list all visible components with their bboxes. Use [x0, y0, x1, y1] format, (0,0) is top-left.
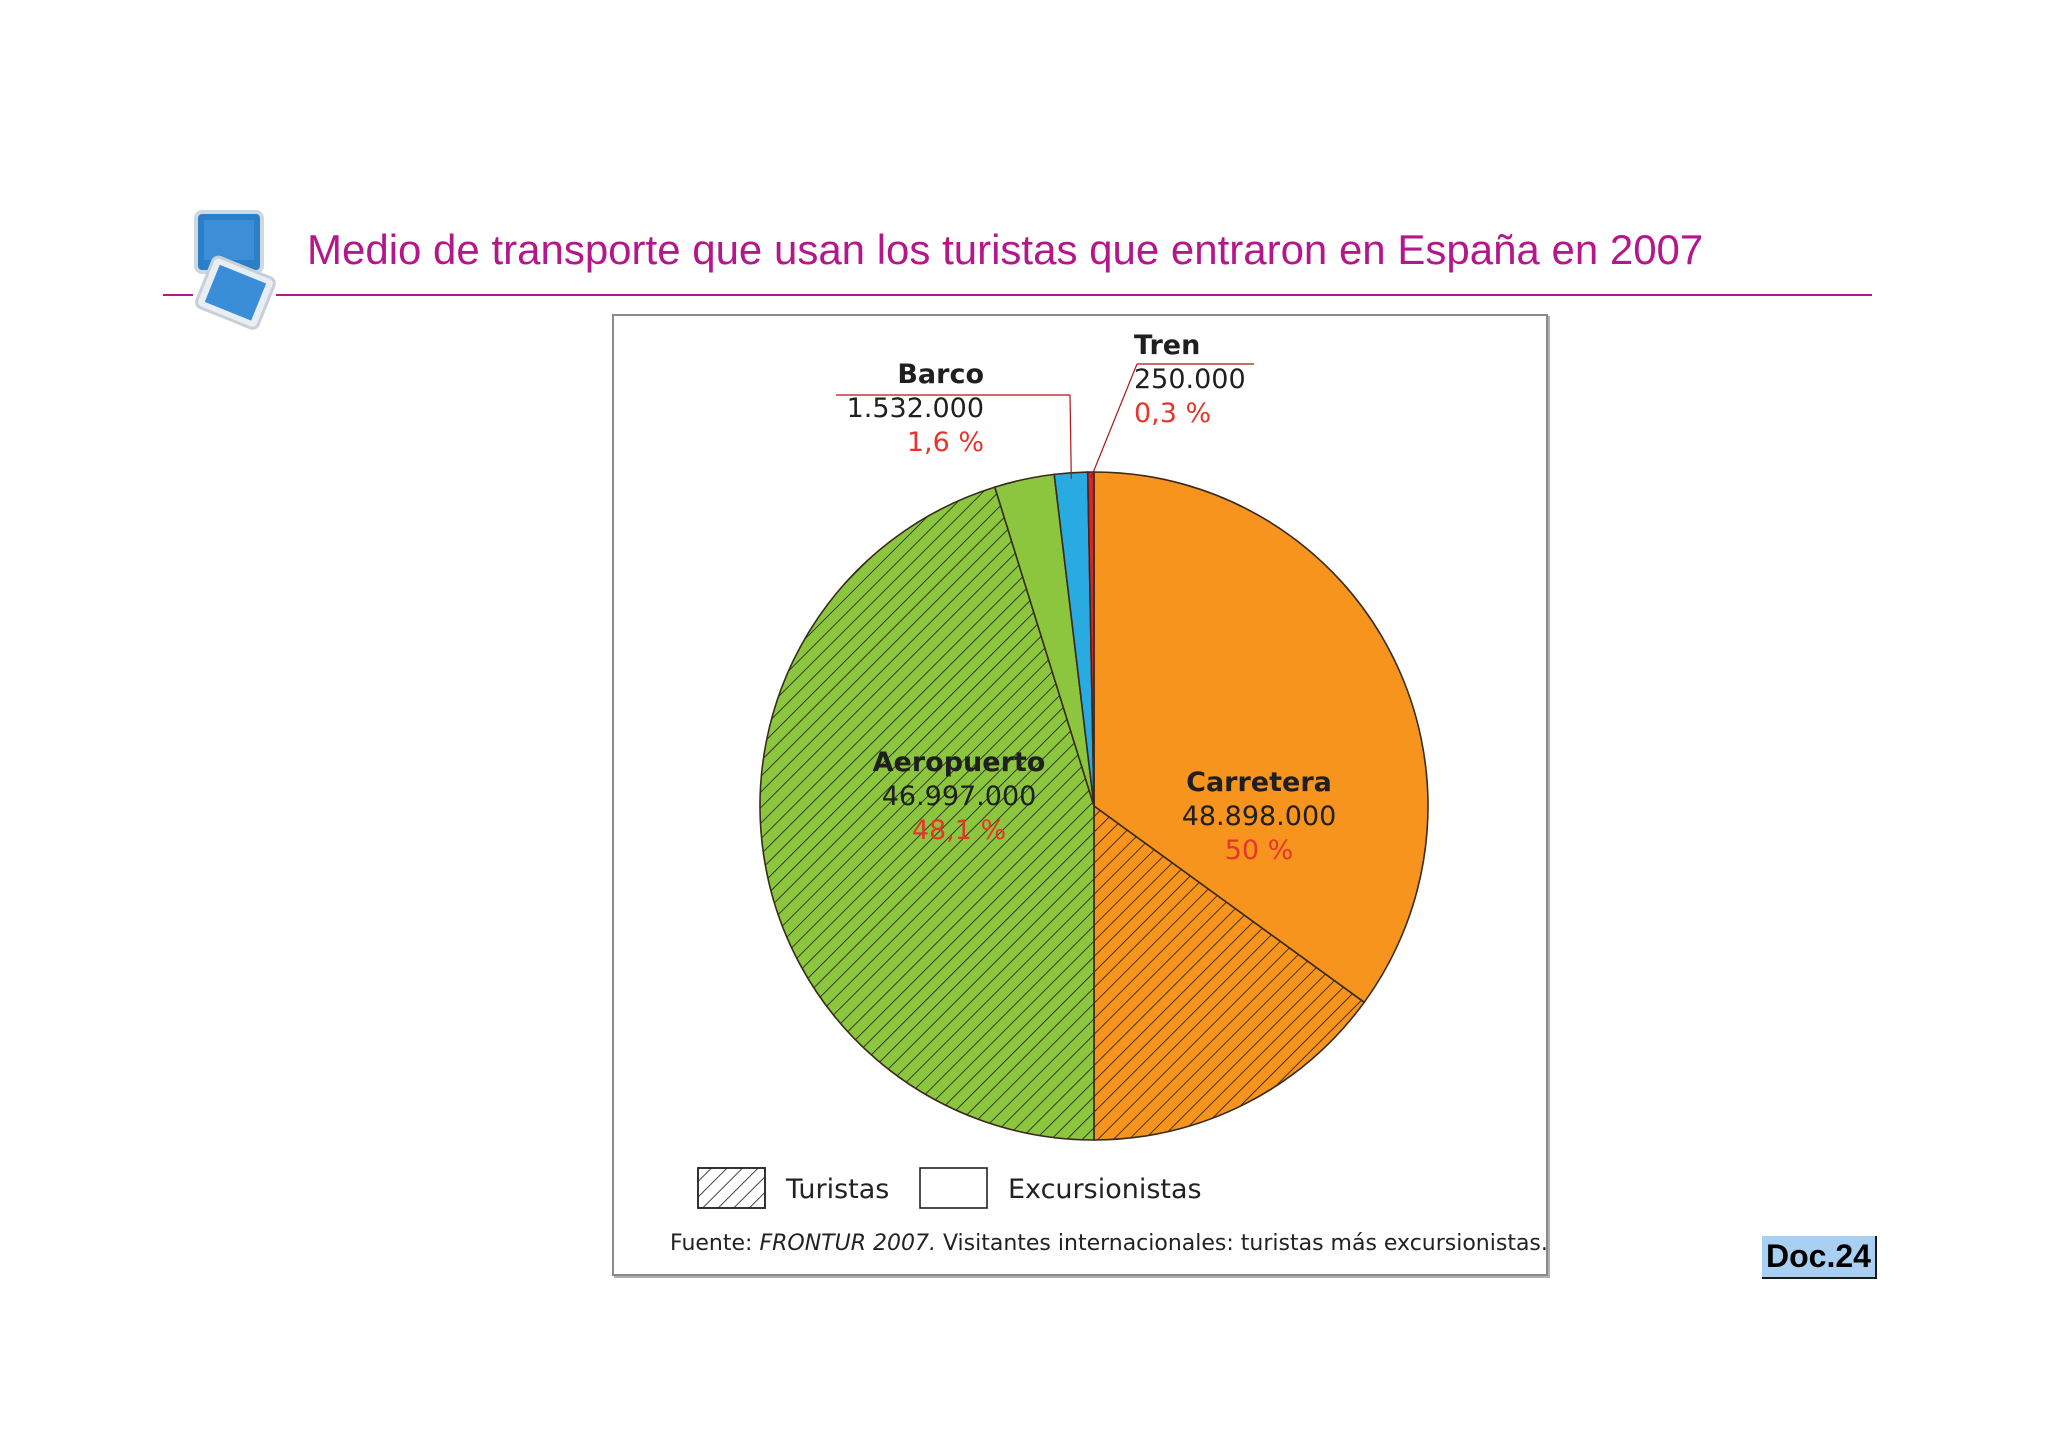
title-underline — [276, 294, 1872, 296]
pie-slices — [759, 471, 1429, 1141]
label-barco-percent: 1,6 % — [907, 427, 984, 458]
slide-logo-icon — [194, 210, 276, 330]
pie-slice-aeropuerto-excursionistas — [994, 474, 1094, 806]
source-name: FRONTUR 2007. — [759, 1231, 936, 1256]
doc-label: Doc.24 — [1762, 1236, 1877, 1279]
pie-slice-carretera-excursionistas — [1094, 472, 1428, 1003]
pie-slice-hatch-carretera — [1094, 806, 1365, 1140]
label-tren-percent: 0,3 % — [1134, 398, 1211, 429]
label-carretera-percent: 50 % — [1225, 835, 1294, 866]
pie-slice-outline-tren — [1086, 471, 1095, 807]
pie-slice-outline-carretera — [1093, 804, 1366, 1141]
leader-line-tren — [1090, 363, 1138, 479]
source-note: Fuente: FRONTUR 2007. Visitantes interna… — [670, 1231, 1548, 1256]
pie-slice-outline-carretera — [1093, 471, 1429, 1004]
chart-frame: Carretera 48.898.000 50 % Aeropuerto 46.997.… — [612, 314, 1548, 1276]
label-barco-value: 1.532.000 — [847, 393, 984, 424]
source-rest: Visitantes internacionales: turistas más… — [935, 1231, 1548, 1256]
label-aeropuerto-name: Aeropuerto — [873, 747, 1046, 778]
legend: Turistas Excursionistas — [697, 1167, 1202, 1209]
pie-slice-hatch-aeropuerto — [760, 487, 1094, 1140]
title-underline-left — [163, 294, 193, 296]
label-barco-name: Barco — [897, 359, 984, 390]
legend-swatch-hatch-turistas — [697, 1167, 766, 1209]
label-aeropuerto-percent: 48,1 % — [912, 815, 1006, 846]
label-tren-value: 250.000 — [1134, 364, 1246, 395]
leader-lines — [836, 363, 1254, 479]
source-prefix: Fuente: — [670, 1231, 760, 1256]
legend-swatch-excursionistas — [919, 1167, 988, 1209]
slide-title: Medio de transporte que usan los turista… — [307, 226, 1704, 273]
leader-line-barco — [1069, 394, 1072, 479]
label-carretera-name: Carretera — [1186, 767, 1332, 798]
pie-slice-outline-aeropuerto — [759, 486, 1095, 1141]
label-carretera-value: 48.898.000 — [1182, 801, 1337, 832]
legend-label-excursionistas: Excursionistas — [1008, 1174, 1202, 1205]
label-tren-name: Tren — [1134, 330, 1200, 361]
legend-label-turistas: Turistas — [785, 1174, 889, 1205]
label-aeropuerto-value: 46.997.000 — [882, 781, 1037, 812]
